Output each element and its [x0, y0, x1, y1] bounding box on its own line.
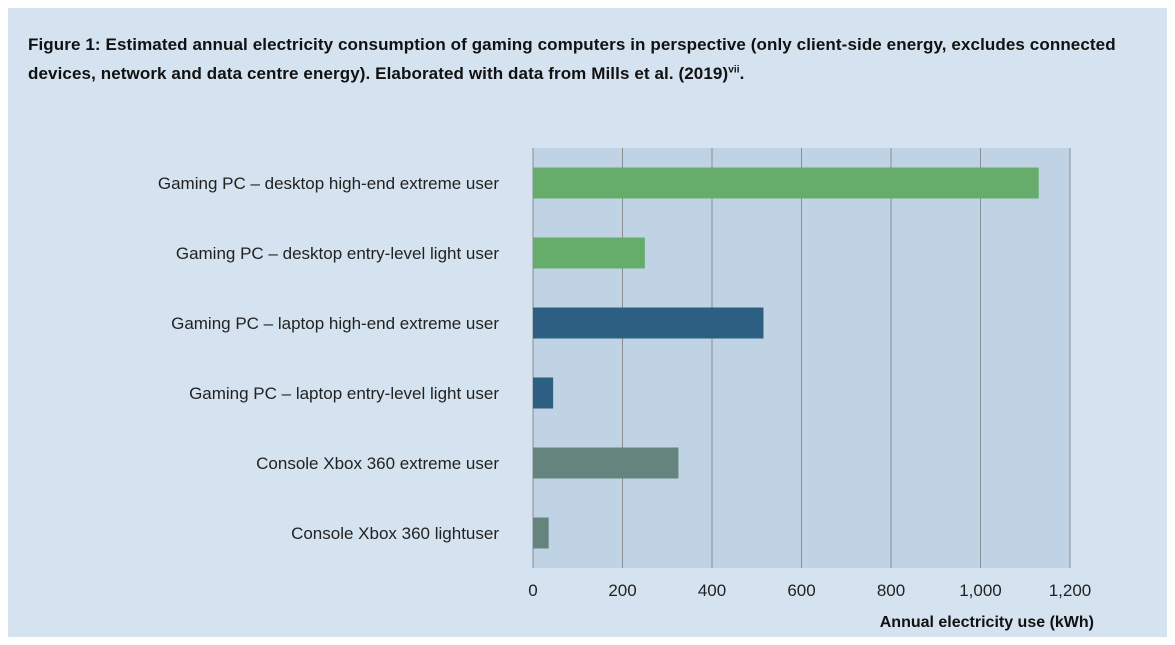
- x-tick-label: 600: [787, 581, 815, 600]
- category-label: Gaming PC – laptop entry-level light use…: [189, 384, 499, 403]
- figure-title-citation: vii: [728, 64, 740, 76]
- category-label: Gaming PC – desktop entry-level light us…: [176, 244, 499, 263]
- x-tick-label: 400: [698, 581, 726, 600]
- bar: [533, 377, 554, 409]
- bar: [533, 447, 679, 479]
- bar: [533, 237, 645, 269]
- figure-title: Figure 1: Estimated annual electricity c…: [28, 30, 1138, 88]
- x-tick-label: 0: [528, 581, 537, 600]
- figure-title-text: Figure 1: Estimated annual electricity c…: [28, 35, 1116, 83]
- category-label: Gaming PC – laptop high-end extreme user: [171, 314, 499, 333]
- bar: [533, 517, 549, 549]
- x-tick-label: 800: [877, 581, 905, 600]
- category-label: Console Xbox 360 lightuser: [291, 524, 499, 543]
- category-label: Console Xbox 360 extreme user: [256, 454, 499, 473]
- x-axis-title: Annual electricity use (kWh): [880, 614, 1094, 631]
- x-tick-label: 1,200: [1049, 581, 1092, 600]
- bar: [533, 307, 764, 339]
- figure-title-period: .: [739, 64, 745, 83]
- category-label: Gaming PC – desktop high-end extreme use…: [158, 174, 499, 193]
- x-tick-label: 1,000: [959, 581, 1002, 600]
- x-tick-label: 200: [608, 581, 636, 600]
- bar: [533, 167, 1039, 199]
